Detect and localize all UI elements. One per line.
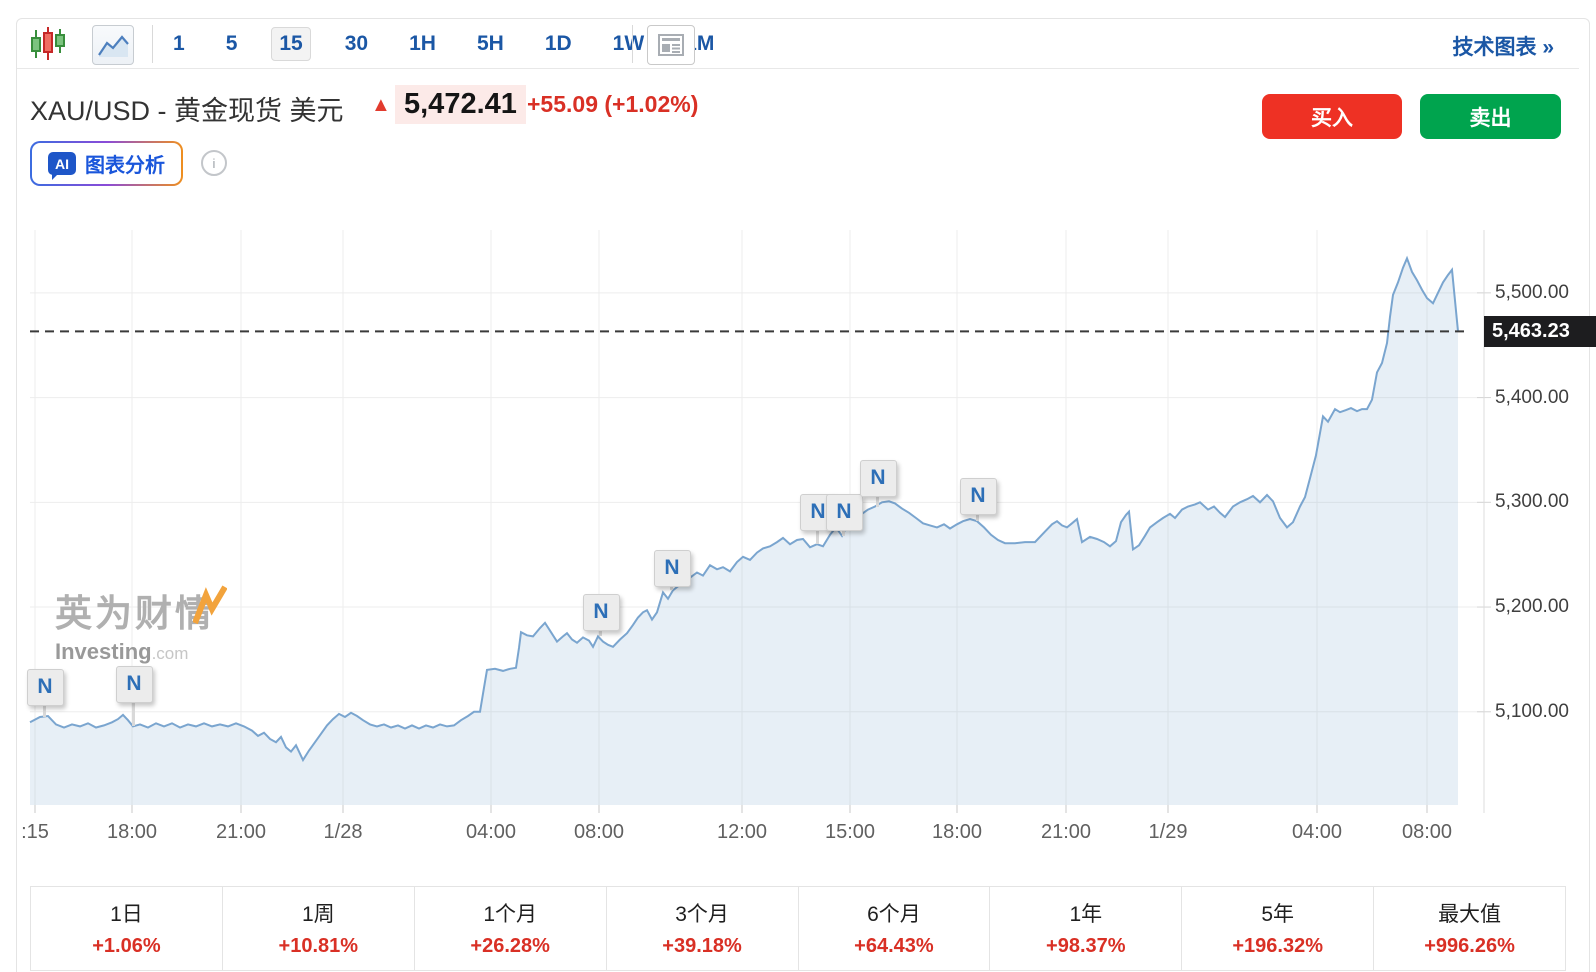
perf-change-value: +1.06% — [92, 935, 161, 957]
news-marker-stem — [43, 703, 46, 718]
info-icon[interactable]: i — [201, 150, 227, 176]
watermark-cn: 英为财情 — [55, 593, 215, 634]
price-change: +55.09 (+1.02%) — [527, 91, 698, 118]
news-marker-stem — [132, 700, 135, 727]
news-marker[interactable]: N — [26, 668, 64, 706]
news-marker[interactable]: N — [582, 593, 620, 631]
perf-cell-最大值[interactable]: 最大值 +996.26% — [1373, 887, 1565, 970]
interval-1D[interactable]: 1D — [544, 32, 572, 55]
news-marker[interactable]: N — [859, 459, 897, 497]
interval-5[interactable]: 5 — [225, 32, 238, 55]
perf-cell-1年[interactable]: 1年 +98.37% — [989, 887, 1181, 970]
symbol-title: XAU/USD - 黄金现货 美元 — [30, 96, 344, 126]
ai-badge-icon: AI — [48, 152, 76, 180]
news-marker-stem — [976, 512, 979, 522]
perf-period-label: 1年 — [1069, 903, 1103, 926]
toolbar-separator — [152, 25, 153, 63]
y-axis-label: 5,300.00 — [1495, 491, 1569, 513]
perf-cell-1日[interactable]: 1日 +1.06% — [31, 887, 222, 970]
line-chart-area — [99, 37, 128, 57]
news-marker[interactable]: N — [653, 549, 691, 587]
price-area — [30, 258, 1458, 805]
line-chart-icon[interactable] — [92, 25, 134, 65]
technical-chart-link[interactable]: 技术图表 » — [1452, 36, 1554, 59]
price-line — [29, 255, 1459, 763]
perf-change-value: +39.18% — [662, 935, 742, 957]
perf-period-label: 1周 — [301, 903, 335, 926]
ai-chart-analysis-button[interactable]: AI 图表分析 — [30, 141, 183, 186]
x-axis-label: 21:00 — [215, 821, 267, 843]
performance-bar: 1日 +1.06% 1周 +10.81% 1个月 +26.28% 3个月 +39.18% 6个月… — [30, 886, 1566, 971]
change-value: +55.09 — [527, 91, 598, 117]
perf-change-value: +196.32% — [1232, 935, 1323, 957]
interval-1[interactable]: 1 — [173, 32, 185, 55]
x-axis-label: 08:00 — [573, 821, 625, 843]
candlestick-chart-icon[interactable] — [30, 26, 68, 62]
buy-button[interactable]: 买入 — [1262, 94, 1402, 139]
perf-cell-5年[interactable]: 5年 +196.32% — [1181, 887, 1373, 970]
x-axis-label: 21:00 — [1040, 821, 1092, 843]
perf-change-value: +10.81% — [278, 935, 359, 957]
news-marker-stem — [876, 494, 879, 507]
perf-period-label: 1日 — [110, 903, 143, 926]
perf-change-value: +26.28% — [470, 935, 550, 957]
perf-period-label: 最大值 — [1438, 903, 1502, 926]
interval-5H[interactable]: 5H — [476, 32, 504, 55]
perf-change-value: +98.37% — [1046, 935, 1126, 957]
toolbar-divider — [17, 68, 1579, 69]
interval-15[interactable]: 15 — [271, 27, 311, 61]
interval-1H[interactable]: 1H — [409, 32, 436, 55]
news-marker-stem — [599, 628, 602, 637]
perf-period-label: 1个月 — [483, 903, 538, 926]
news-marker-stem — [670, 584, 673, 591]
x-axis-label: 12:00 — [716, 821, 768, 843]
x-axis-label: 04:00 — [1291, 821, 1343, 843]
news-on-chart-icon[interactable] — [647, 25, 695, 65]
up-arrow-icon: ▲ — [371, 94, 391, 116]
interval-switcher: 1 5 15 30 1H 5H 1D 1W 1M — [166, 25, 721, 63]
interval-1W[interactable]: 1W — [612, 32, 645, 55]
perf-change-value: +996.26% — [1424, 935, 1515, 957]
perf-period-label: 5年 — [1261, 903, 1295, 926]
perf-period-label: 6个月 — [867, 903, 921, 926]
toolbar-separator — [632, 25, 633, 63]
news-marker-stem — [842, 528, 845, 536]
news-marker[interactable]: N — [825, 493, 863, 531]
perf-cell-1周[interactable]: 1周 +10.81% — [221, 887, 414, 970]
y-axis-label: 5,500.00 — [1495, 281, 1569, 303]
y-axis-label: 5,200.00 — [1495, 596, 1569, 618]
x-axis-label: :15 — [21, 821, 49, 843]
last-price-tag: 5,463.23 — [1484, 315, 1596, 347]
x-axis-label: 1/28 — [323, 821, 363, 843]
investing-watermark: 英为财情 Investing.com — [55, 583, 227, 665]
news-marker[interactable]: N — [959, 477, 997, 515]
y-axis-label: 5,100.00 — [1495, 700, 1569, 722]
x-axis-label: 08:00 — [1401, 821, 1453, 843]
perf-change-value: +64.43% — [854, 935, 934, 957]
x-axis-label: 04:00 — [465, 821, 517, 843]
watermark-bolt-icon — [193, 585, 227, 625]
interval-30[interactable]: 30 — [344, 32, 369, 55]
x-axis-label: 18:00 — [931, 821, 983, 843]
chart-toolbar: 1 5 15 30 1H 5H 1D 1W 1M 技术图表 » — [0, 0, 1596, 69]
perf-cell-1个月[interactable]: 1个月 +26.28% — [413, 887, 606, 970]
news-marker[interactable]: N — [115, 665, 153, 703]
perf-period-label: 3个月 — [675, 903, 729, 926]
x-axis-label: 1/29 — [1148, 821, 1188, 843]
x-axis-label: 15:00 — [824, 821, 876, 843]
last-price: 5,472.41 — [395, 85, 526, 124]
watermark-en: Investing.com — [55, 639, 215, 665]
news-marker-stem — [816, 528, 819, 545]
sell-button[interactable]: 卖出 — [1420, 94, 1561, 139]
perf-cell-6个月[interactable]: 6个月 +64.43% — [797, 887, 990, 970]
perf-cell-3个月[interactable]: 3个月 +39.18% — [605, 887, 798, 970]
y-axis-label: 5,400.00 — [1495, 386, 1569, 408]
ai-button-label: 图表分析 — [85, 155, 165, 177]
x-axis-label: 18:00 — [106, 821, 158, 843]
watermark-tld: .com — [151, 644, 189, 663]
watermark-brand: Investing — [55, 639, 152, 664]
change-percent: (+1.02%) — [604, 91, 699, 117]
